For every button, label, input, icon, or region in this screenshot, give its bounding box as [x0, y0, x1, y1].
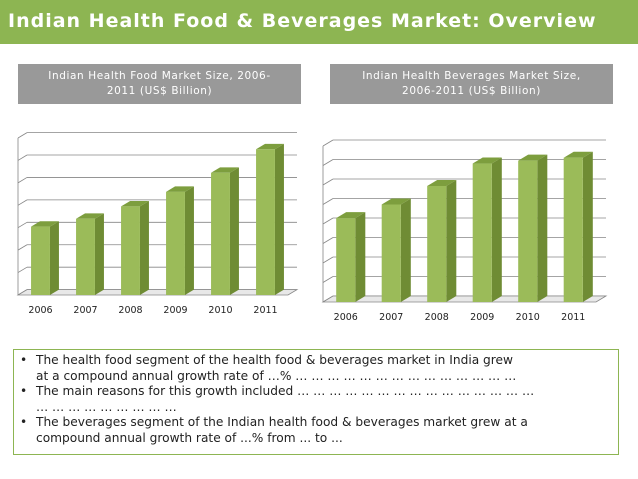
- beverages-chart-bar-side: [446, 179, 457, 302]
- beverages-chart-bar-top: [381, 198, 411, 205]
- beverages-chart-floor: [321, 295, 608, 303]
- food-chart-gridline-side: [17, 266, 28, 273]
- food-chart-gridline-side: [17, 199, 28, 206]
- food-chart-tick-label: 2008: [118, 305, 142, 316]
- beverages-chart-tick-label: 2006: [334, 312, 358, 323]
- beverages-chart-bar-side: [491, 157, 502, 302]
- beverages-chart-bar-front: [381, 204, 401, 302]
- food-chart-bar-2011: [256, 143, 284, 295]
- beverages-chart-bar-2011: [563, 151, 593, 302]
- bullet-item-2: • The main reasons for this growth inclu…: [20, 384, 614, 415]
- food-chart-gridline-side: [17, 221, 28, 229]
- food-chart-bar-2006: [31, 221, 59, 295]
- food-chart-bar-side: [94, 213, 104, 295]
- food-chart-bar-side: [49, 221, 59, 295]
- beverages-chart-tick-label: 2011: [561, 312, 585, 323]
- food-chart-bar-top: [166, 186, 194, 192]
- left-chart-header-line1: Indian Health Food Market Size, 2006-: [48, 70, 271, 82]
- food-chart-gridline-side: [17, 244, 28, 251]
- beverages-chart-bar-top: [518, 154, 548, 161]
- beverages-chart-gridline-side: [322, 198, 334, 205]
- beverages-chart-bar-front: [472, 163, 492, 302]
- beverages-chart-tick-label: 2007: [379, 312, 403, 323]
- beverages-chart-tick-label: 2010: [516, 312, 540, 323]
- left-chart-header-line2: 2011 (US$ Billion): [106, 85, 213, 97]
- right-chart-header-line1: Indian Health Beverages Market Size,: [362, 70, 581, 82]
- beverages-chart-bar-side: [537, 154, 548, 302]
- beverages-chart-bar-front: [427, 185, 447, 302]
- beverages-chart-bar-front: [518, 160, 538, 302]
- food-chart-bar-front: [256, 149, 275, 295]
- food-chart-bar-front: [166, 191, 185, 295]
- food-chart-bar-2010: [211, 167, 239, 295]
- beverages-chart-gridline-side: [322, 159, 334, 166]
- food-chart-gridline-side: [17, 132, 28, 139]
- right-chart-header-line2: 2006-2011 (US$ Billion): [402, 85, 541, 97]
- bullet-marker: •: [20, 353, 28, 367]
- food-chart-bar-front: [211, 172, 230, 295]
- food-chart-bar-top: [256, 143, 284, 150]
- right-chart-header: Indian Health Beverages Market Size, 200…: [330, 64, 613, 104]
- health-beverages-chart: 2006 2007 2008 2009 2010 2011: [321, 139, 608, 323]
- beverages-chart-tick-label: 2009: [470, 312, 494, 323]
- bullet-3-line1: The beverages segment of the Indian heal…: [36, 415, 528, 429]
- beverages-chart-bar-side: [400, 198, 411, 302]
- bullet-marker: •: [20, 384, 28, 398]
- bullet-item-3: • The beverages segment of the Indian he…: [20, 415, 614, 446]
- food-chart-bar-2008: [121, 201, 149, 295]
- food-chart-tick-label: 2010: [208, 305, 232, 316]
- food-chart-bar-top: [76, 213, 104, 219]
- food-chart-bar-top: [121, 201, 149, 207]
- beverages-chart-gridline-side: [322, 256, 334, 264]
- beverages-chart-gridline-side: [322, 276, 334, 283]
- bullet-1-line2: at a compound annual growth rate of …% ……: [36, 368, 517, 383]
- bullet-2-line2: … … … … … … … … …: [36, 399, 177, 414]
- beverages-chart-bar-side: [582, 151, 593, 302]
- slide-title: Indian Health Food & Beverages Market: O…: [0, 0, 638, 44]
- beverages-chart-bar-2006: [336, 212, 366, 302]
- food-chart-bar-2007: [76, 213, 104, 295]
- beverages-chart-bar-front: [336, 218, 356, 302]
- food-chart-bar-2009: [166, 186, 194, 295]
- beverages-chart-bar-top: [563, 151, 593, 158]
- summary-bullets: • The health food segment of the health …: [13, 349, 619, 455]
- food-chart-tick-label: 2011: [253, 305, 277, 316]
- food-chart-gridline-side: [17, 177, 28, 184]
- food-chart-bar-side: [184, 186, 194, 295]
- beverages-chart-bar-2010: [518, 154, 548, 302]
- bullet-marker: •: [20, 415, 28, 429]
- food-chart-bar-top: [211, 167, 239, 173]
- beverages-chart-tick-label: 2008: [425, 312, 449, 323]
- food-chart-bar-side: [274, 143, 284, 295]
- beverages-chart-gridline-side: [322, 237, 334, 244]
- food-chart-bar-side: [139, 201, 149, 295]
- beverages-chart-bar-top: [427, 179, 457, 186]
- bullet-2-line1: The main reasons for this growth include…: [36, 384, 535, 398]
- beverages-chart-bar-top: [336, 212, 366, 219]
- beverages-chart-bar-2007: [381, 198, 411, 302]
- food-chart-tick-label: 2009: [163, 305, 187, 316]
- food-chart-gridline-side: [17, 154, 28, 161]
- food-chart-bar-front: [76, 218, 95, 295]
- beverages-chart-gridline-side: [322, 139, 334, 147]
- beverages-chart-bar-side: [355, 212, 366, 302]
- bullet-3-line2: compound annual growth rate of ...% from…: [36, 430, 343, 445]
- beverages-chart-gridline-side: [322, 178, 334, 186]
- beverages-chart-gridline-side: [322, 217, 334, 225]
- beverages-chart-bar-2009: [472, 157, 502, 302]
- food-chart-bar-front: [121, 206, 140, 295]
- food-chart-tick-label: 2007: [73, 305, 97, 316]
- health-food-chart: 2006 2007 2008 2009 2010 2011: [16, 132, 299, 316]
- beverages-chart-bar-front: [563, 157, 583, 302]
- food-chart-bar-side: [229, 167, 239, 295]
- food-chart-tick-label: 2006: [28, 305, 52, 316]
- beverages-chart-bar-top: [472, 157, 502, 164]
- food-chart-bar-front: [31, 226, 50, 295]
- bullet-1-line1: The health food segment of the health fo…: [36, 353, 514, 367]
- bullet-item-1: • The health food segment of the health …: [20, 353, 614, 384]
- left-chart-header: Indian Health Food Market Size, 2006- 20…: [18, 64, 301, 104]
- beverages-chart-bar-2008: [427, 179, 457, 302]
- food-chart-bar-top: [31, 221, 59, 227]
